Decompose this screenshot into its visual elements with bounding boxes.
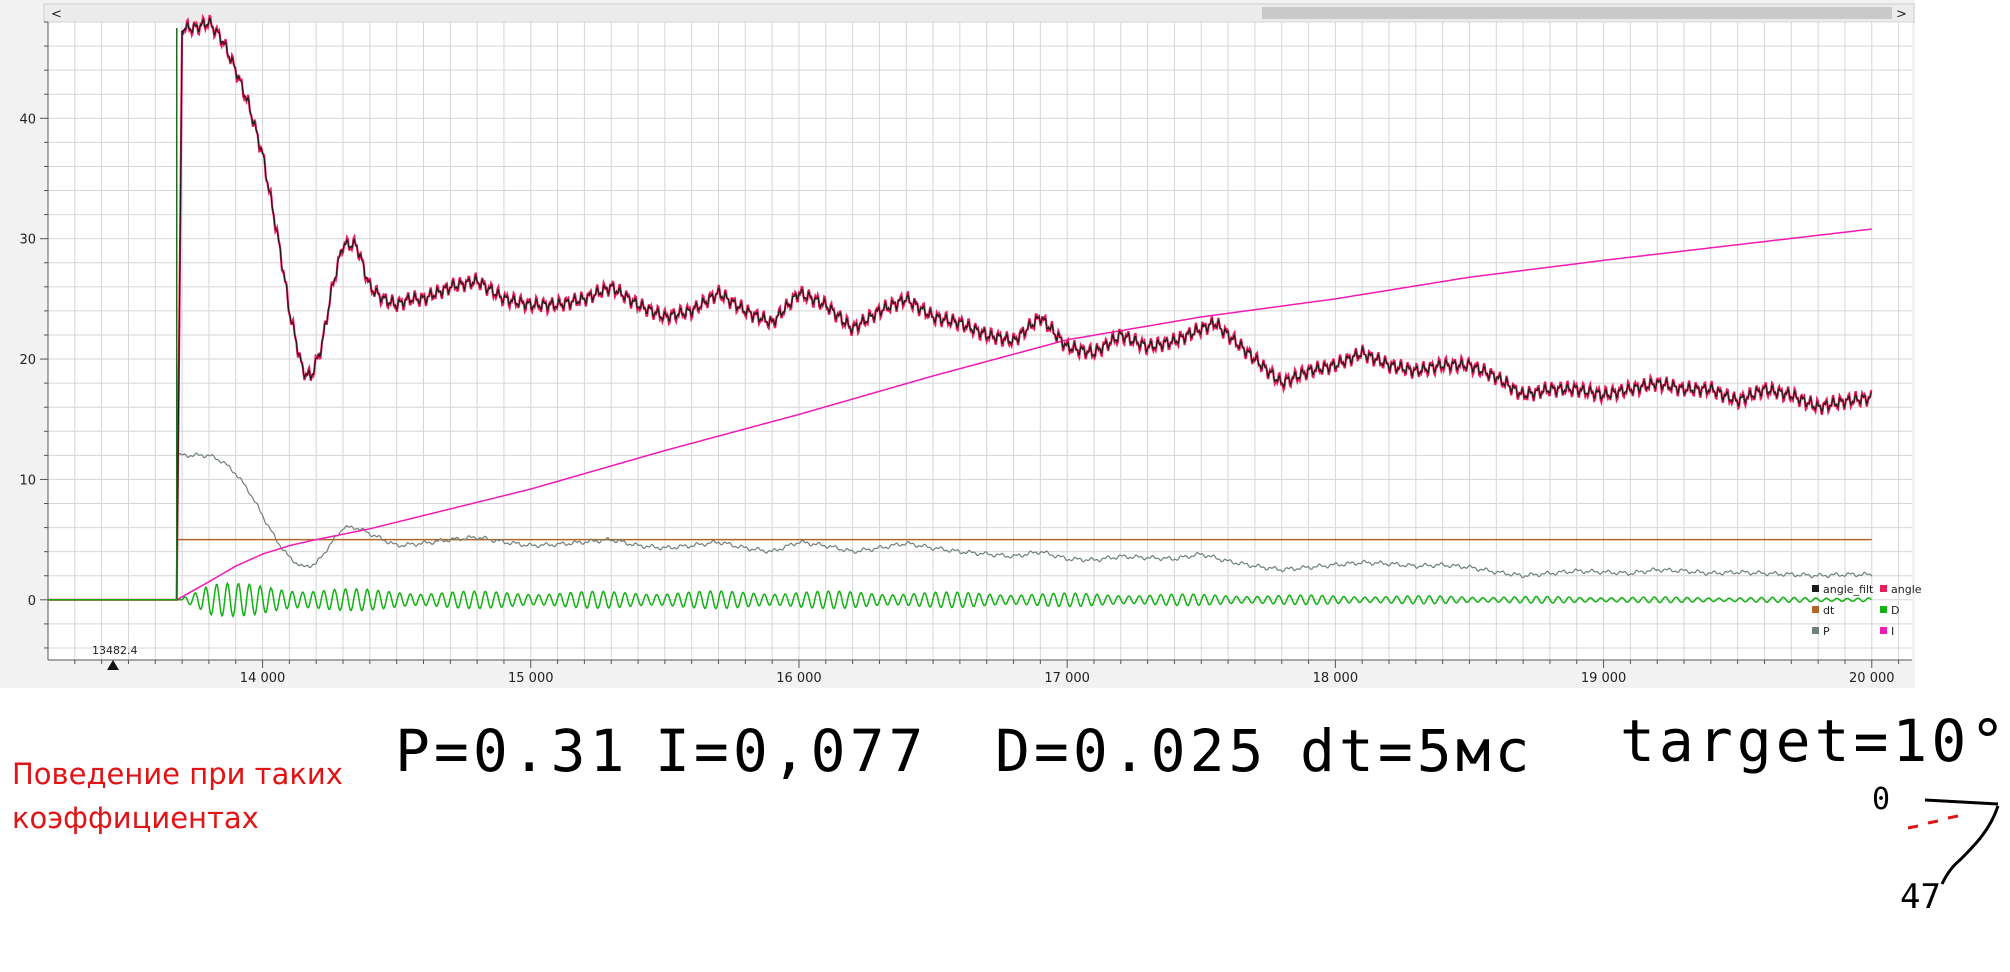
x-tick-label: 20 000	[1849, 671, 1895, 686]
grid	[48, 21, 1912, 660]
cursor-triangle-icon[interactable]	[107, 660, 119, 670]
plot-area	[48, 22, 1912, 660]
legend-label-angle: angle	[1891, 583, 1922, 596]
legend-swatch-I	[1880, 627, 1887, 634]
series-I	[176, 228, 1872, 601]
sketch-top-line	[1924, 798, 1999, 806]
x-tick-label: 15 000	[508, 671, 554, 686]
x-tick-label: 18 000	[1313, 671, 1359, 686]
scrollbar[interactable]: < >	[43, 3, 1915, 23]
legend-swatch-angle	[1880, 585, 1887, 592]
note-dt: dt=5мс	[1300, 717, 1534, 785]
sketch-dashes	[1907, 814, 1959, 830]
x-tick-label: 14 000	[240, 671, 286, 686]
y-tick-label: 30	[19, 233, 36, 248]
legend-swatch-D	[1880, 606, 1887, 613]
x-tick-label: 16 000	[776, 671, 822, 686]
legend-swatch-P	[1812, 627, 1819, 634]
y-tick-label: 40	[19, 112, 36, 127]
x-tick-label: 17 000	[1044, 671, 1090, 686]
note-target: target=10°	[1620, 707, 2010, 775]
sketch-curve	[1940, 805, 2000, 885]
note-d: D=0.025	[995, 717, 1268, 785]
caption: Поведение при таких коэффициентах	[12, 757, 343, 835]
legend-label-D: D	[1891, 604, 1899, 617]
series-angle_filt	[48, 17, 1873, 601]
legend-swatch-angle_filt	[1812, 585, 1819, 592]
series-layer	[48, 13, 1873, 618]
series-P	[176, 452, 1873, 579]
cursor-marker[interactable]: 13482.4	[92, 644, 138, 670]
y-tick-label: 20	[19, 353, 36, 368]
sketch	[1907, 798, 2000, 885]
note-i: I=0,077	[655, 717, 928, 785]
sketch-zero-label: 0	[1872, 782, 1891, 817]
scroll-right-arrow[interactable]: >	[1896, 7, 1907, 22]
y-tick-label: 10	[19, 473, 36, 488]
legend-label-angle_filt: angle_filt	[1823, 583, 1874, 596]
legend-label-I: I	[1891, 625, 1894, 638]
cursor-label: 13482.4	[92, 644, 138, 657]
legend-swatch-dt	[1812, 606, 1819, 613]
series-D	[48, 581, 1872, 618]
x-tick-label: 19 000	[1581, 671, 1627, 686]
axes: 0 10 20 30 40 14 000 15 000 16 000 17 000 18 000 1…	[19, 21, 1912, 686]
scroll-left-arrow[interactable]: <	[51, 7, 62, 22]
y-tick-label: 0	[28, 594, 36, 609]
sketch-47-label: 47	[1900, 877, 1941, 917]
scrollbar-thumb[interactable]	[1262, 7, 1892, 19]
legend-label-P: P	[1823, 625, 1830, 638]
note-p: P=0.31	[395, 717, 629, 785]
legend: angle_filt angle dt D P I	[1812, 583, 1922, 638]
legend-label-dt: dt	[1823, 604, 1835, 617]
